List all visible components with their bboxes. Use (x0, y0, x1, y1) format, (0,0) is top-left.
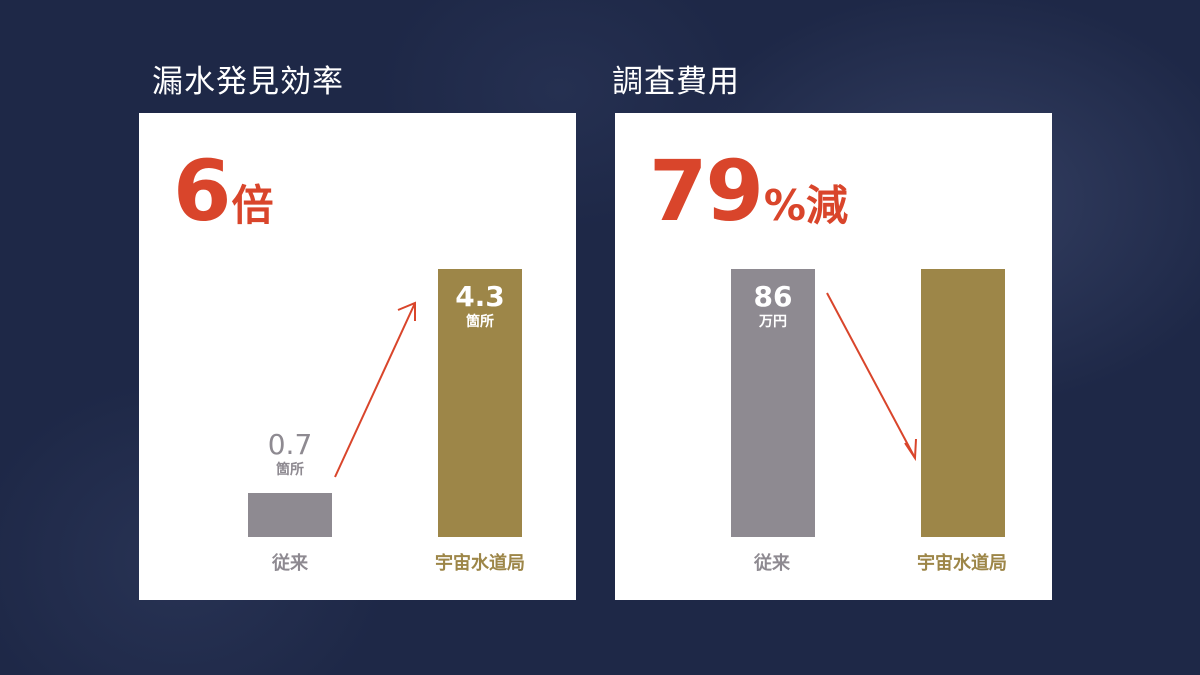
efficiency-value-label-conventional: 0.7 箇所 (248, 429, 332, 479)
efficiency-title: 漏水発見効率 (152, 64, 344, 100)
cost-headline-number: 79 (649, 142, 764, 240)
cost-category-uchusuido: 宇宙水道局 (917, 553, 1007, 574)
efficiency-card: 6倍 0.7 箇所 4.3 箇所 従来 宇宙水道局 (139, 113, 576, 600)
efficiency-unit-uchusuido: 箇所 (466, 314, 494, 330)
efficiency-bar-uchusuido (438, 269, 522, 537)
cost-value-conventional: 86 (753, 280, 793, 313)
efficiency-value-uchusuido: 4.3 (455, 280, 505, 313)
cost-headline-unit: %減 (763, 181, 848, 230)
efficiency-category-uchusuido: 宇宙水道局 (435, 553, 525, 574)
efficiency-headline-number: 6 (173, 142, 231, 240)
efficiency-category-conventional: 従来 (272, 553, 308, 574)
cost-headline: 79%減 (649, 141, 848, 256)
cost-card: 79%減 86 万円 従来 宇宙水道局 (615, 113, 1052, 600)
cost-unit-conventional: 万円 (759, 314, 787, 330)
cost-value-label-conventional: 86 万円 (731, 281, 815, 331)
efficiency-unit-conventional: 箇所 (276, 462, 304, 478)
cost-bar-uchusuido (921, 269, 1005, 537)
cost-down-arrow (826, 292, 917, 462)
efficiency-bar-conventional (248, 493, 332, 537)
efficiency-up-arrow (334, 301, 416, 478)
efficiency-headline: 6倍 (173, 141, 273, 256)
cost-title: 調査費用 (612, 64, 740, 100)
efficiency-value-label-uchusuido: 4.3 箇所 (438, 281, 522, 331)
efficiency-headline-unit: 倍 (231, 181, 274, 230)
cost-category-conventional: 従来 (754, 553, 790, 574)
cost-bar-conventional (731, 269, 815, 537)
efficiency-value-conventional: 0.7 (267, 428, 313, 461)
